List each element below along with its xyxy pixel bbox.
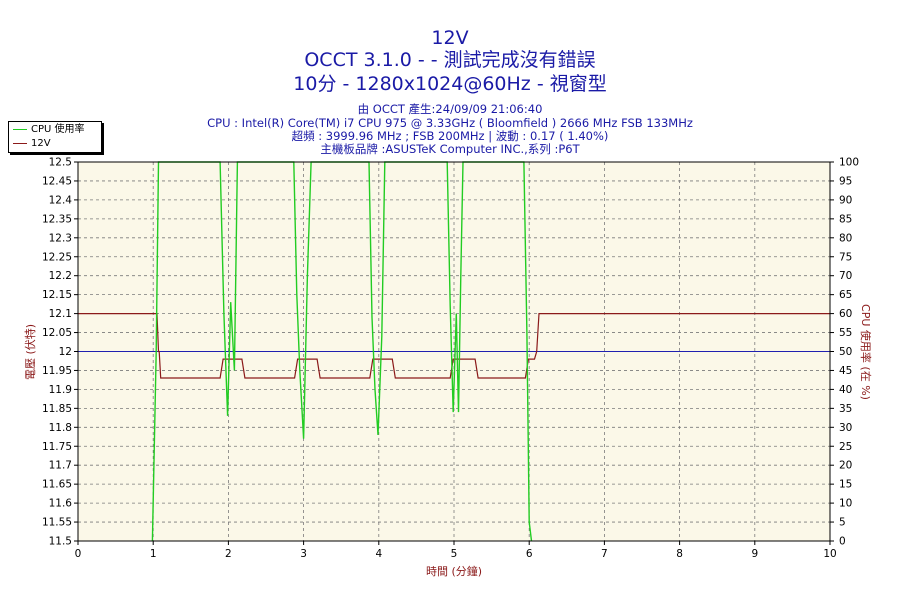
y-left-tick-label: 11.65 bbox=[42, 479, 72, 491]
legend-swatch-12v bbox=[13, 142, 27, 144]
right-axis-ticks: 0 5 10 15 20 25 30 35 40 45 50 55 60 65 70 75 80 85 90 95 10… bbox=[830, 157, 859, 548]
y-left-tick-label: 11.8 bbox=[49, 422, 72, 434]
plot-border bbox=[77, 161, 831, 542]
x-tick-label: 0 bbox=[75, 548, 82, 560]
y-right-tick-label: 85 bbox=[839, 213, 852, 225]
left-axis-ticks: 11.5 11.55 11.6 11.65 11.7 11.75 11.8 11.85 11.9… bbox=[42, 157, 78, 548]
y-right-tick-label: 90 bbox=[839, 194, 852, 206]
x-tick-label: 8 bbox=[676, 548, 683, 560]
y-left-tick-label: 12.15 bbox=[42, 289, 72, 301]
x-tick-label: 2 bbox=[225, 548, 232, 560]
y-right-tick-label: 70 bbox=[839, 270, 852, 282]
y-left-tick-label: 12.4 bbox=[49, 194, 73, 206]
bottom-axis-ticks: 0 1 2 3 4 5 6 7 8 9 10 bbox=[75, 541, 837, 560]
y-right-tick-label: 100 bbox=[839, 157, 859, 169]
info-cpu: CPU : Intel(R) Core(TM) i7 CPU 975 @ 3.3… bbox=[207, 116, 693, 130]
y-right-tick-label: 95 bbox=[839, 175, 852, 187]
info-motherboard: 主機板品牌 :ASUSTeK Computer INC.,系列 :P6T bbox=[320, 142, 580, 156]
y-left-tick-label: 11.75 bbox=[42, 441, 72, 453]
grid-lines bbox=[78, 162, 830, 541]
y-right-tick-label: 55 bbox=[839, 327, 852, 339]
info-generated: 由 OCCT 產生:24/09/09 21:06:40 bbox=[357, 102, 543, 116]
y-left-tick-label: 12.2 bbox=[49, 270, 72, 282]
legend-entry-12v: 12V bbox=[13, 137, 51, 150]
y-left-tick-label: 11.95 bbox=[42, 365, 72, 377]
chart-title: 12V bbox=[431, 27, 469, 49]
x-tick-label: 1 bbox=[150, 548, 157, 560]
y-right-tick-label: 40 bbox=[839, 384, 852, 396]
legend-label-cpu: CPU 使用率 bbox=[31, 124, 85, 135]
y-axis-right-label: CPU 使用率 (在 %) bbox=[859, 304, 872, 400]
y-axis-left-label: 電壓 (伏特) bbox=[24, 323, 37, 381]
chart-subtitle-test-status: OCCT 3.1.0 - - 測試完成沒有錯誤 bbox=[304, 49, 596, 71]
y-left-tick-label: 12.35 bbox=[42, 213, 72, 225]
y-right-tick-label: 10 bbox=[839, 498, 852, 510]
legend-swatch-cpu bbox=[13, 128, 27, 130]
y-right-tick-label: 65 bbox=[839, 289, 852, 301]
legend-label-12v: 12V bbox=[31, 138, 51, 149]
y-left-tick-label: 11.7 bbox=[49, 460, 72, 472]
y-left-tick-label: 12.25 bbox=[42, 251, 72, 263]
x-tick-label: 7 bbox=[601, 548, 608, 560]
info-overclock: 超頻 : 3999.96 MHz ; FSB 200MHz | 波動 : 0.1… bbox=[291, 129, 609, 143]
x-axis-label: 時間 (分鐘) bbox=[425, 565, 483, 578]
y-left-tick-label: 11.5 bbox=[49, 536, 72, 548]
y-left-tick-label: 11.6 bbox=[49, 498, 73, 510]
x-tick-label: 6 bbox=[526, 548, 533, 560]
chart-subtitle-test-settings: 10分 - 1280x1024@60Hz - 視窗型 bbox=[293, 73, 607, 95]
legend-entry-cpu: CPU 使用率 bbox=[13, 123, 85, 136]
y-left-tick-label: 12.5 bbox=[49, 157, 72, 169]
y-right-tick-label: 20 bbox=[839, 460, 852, 472]
y-right-tick-label: 15 bbox=[839, 479, 852, 491]
x-tick-label: 4 bbox=[375, 548, 382, 560]
y-right-tick-label: 30 bbox=[839, 422, 852, 434]
x-tick-label: 3 bbox=[300, 548, 307, 560]
y-left-tick-label: 12.05 bbox=[42, 327, 72, 339]
y-right-tick-label: 60 bbox=[839, 308, 852, 320]
y-left-tick-label: 12 bbox=[59, 346, 72, 358]
y-left-tick-label: 12.45 bbox=[42, 175, 72, 187]
x-tick-label: 9 bbox=[751, 548, 758, 560]
y-left-tick-label: 11.85 bbox=[42, 403, 72, 415]
y-right-tick-label: 5 bbox=[839, 517, 846, 529]
y-left-tick-label: 11.9 bbox=[49, 384, 72, 396]
y-left-tick-label: 11.55 bbox=[42, 517, 72, 529]
legend: CPU 使用率 12V bbox=[8, 121, 102, 153]
y-right-tick-label: 80 bbox=[839, 232, 852, 244]
y-right-tick-label: 45 bbox=[839, 365, 852, 377]
y-right-tick-label: 35 bbox=[839, 403, 852, 415]
y-right-tick-label: 25 bbox=[839, 441, 852, 453]
x-tick-label: 5 bbox=[451, 548, 458, 560]
x-tick-label: 10 bbox=[823, 548, 836, 560]
y-left-tick-label: 12.1 bbox=[49, 308, 72, 320]
y-right-tick-label: 50 bbox=[839, 346, 852, 358]
y-left-tick-label: 12.3 bbox=[49, 232, 72, 244]
y-right-tick-label: 0 bbox=[839, 536, 846, 548]
y-right-tick-label: 75 bbox=[839, 251, 852, 263]
